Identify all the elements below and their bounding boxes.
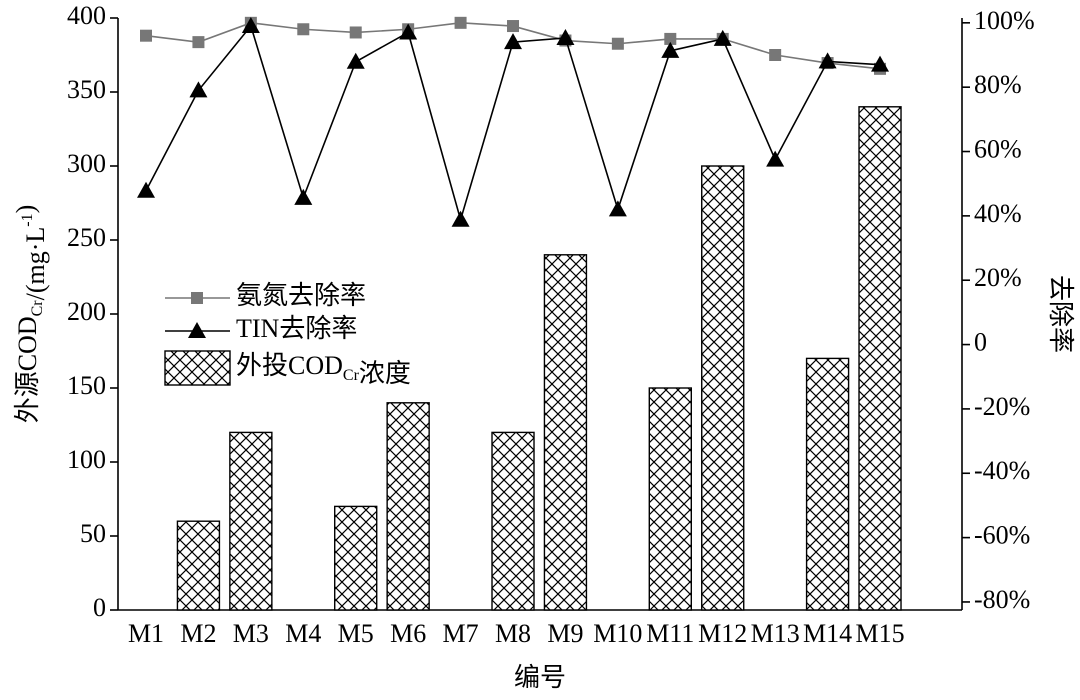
y-tick-label: 250 bbox=[67, 223, 106, 252]
y-tick-label: 400 bbox=[67, 1, 106, 30]
x-tick-label: M15 bbox=[855, 619, 904, 648]
text-part: 浓度 bbox=[359, 359, 411, 388]
y-tick-label: 200 bbox=[67, 297, 106, 326]
bar bbox=[648, 387, 692, 611]
point bbox=[241, 17, 260, 34]
x-tick-label: M6 bbox=[390, 619, 426, 648]
y2-tick-label: 60% bbox=[974, 134, 1022, 163]
bar bbox=[858, 106, 902, 611]
point bbox=[504, 33, 523, 50]
x-tick-label: M8 bbox=[495, 619, 531, 648]
subscript: Cr bbox=[343, 367, 360, 384]
y-tick-label: 100 bbox=[67, 445, 106, 474]
x-tick-label: M9 bbox=[547, 619, 583, 648]
y2-tick-label: 0 bbox=[974, 328, 987, 357]
y-axis-label: 外源CODCr/(mg·L-1) bbox=[11, 205, 50, 424]
point bbox=[871, 55, 890, 72]
text-part: ) bbox=[11, 205, 40, 214]
bar bbox=[543, 254, 588, 611]
point bbox=[664, 32, 677, 45]
y2-tick-label: -40% bbox=[974, 456, 1030, 485]
subscript: Cr bbox=[29, 300, 46, 317]
y2-tick-label: 20% bbox=[974, 263, 1022, 292]
x-tick-label: M5 bbox=[338, 619, 374, 648]
x-tick-label: M4 bbox=[285, 619, 321, 648]
legend-label: 氨氮去除率 bbox=[236, 281, 366, 310]
text-part: /(mg·L bbox=[21, 227, 50, 301]
bar bbox=[229, 431, 273, 611]
y2-tick-label: -20% bbox=[974, 392, 1030, 421]
x-tick-label: M1 bbox=[128, 619, 164, 648]
point bbox=[399, 23, 418, 40]
y-tick-label: 0 bbox=[93, 593, 106, 622]
legend-marker bbox=[191, 292, 203, 304]
y-tick-label: 300 bbox=[67, 149, 106, 178]
legend-label: TIN去除率 bbox=[236, 314, 357, 343]
x-tick-label: M7 bbox=[443, 619, 479, 648]
y-tick-label: 50 bbox=[80, 519, 106, 548]
legend-swatch bbox=[164, 350, 231, 386]
y2-tick-label: -60% bbox=[974, 521, 1030, 550]
x-tick-label: M2 bbox=[180, 619, 216, 648]
x-tick-label: M14 bbox=[803, 619, 852, 648]
text-part: 外投COD bbox=[236, 351, 343, 380]
point bbox=[713, 29, 732, 46]
text-part: 氨氮去除率 bbox=[236, 281, 366, 310]
point bbox=[137, 181, 155, 198]
x-tick-label: M13 bbox=[751, 619, 800, 648]
point bbox=[349, 26, 362, 39]
x-tick-label: M12 bbox=[698, 619, 747, 648]
x-tick-label: M11 bbox=[646, 619, 694, 648]
point bbox=[140, 29, 152, 42]
bar bbox=[176, 520, 221, 611]
point bbox=[294, 188, 313, 205]
y-tick-label: 350 bbox=[67, 75, 106, 104]
bar bbox=[805, 357, 850, 611]
point bbox=[818, 52, 837, 69]
y-tick-label: 150 bbox=[67, 371, 106, 400]
point bbox=[507, 20, 520, 33]
point bbox=[451, 210, 470, 227]
bar bbox=[386, 402, 430, 611]
point bbox=[189, 81, 208, 98]
point bbox=[192, 36, 205, 49]
point bbox=[661, 41, 680, 58]
legend-marker bbox=[188, 322, 206, 338]
point bbox=[611, 37, 624, 50]
y2-tick-label: 40% bbox=[974, 199, 1022, 228]
text-part: TIN去除率 bbox=[236, 314, 357, 343]
y2-tick-label: 80% bbox=[974, 70, 1022, 99]
y2-tick-label: -80% bbox=[974, 585, 1030, 614]
x-axis-label: 编号 bbox=[514, 663, 566, 692]
point bbox=[608, 200, 627, 217]
y2-tick-label: 100% bbox=[974, 6, 1035, 35]
x-tick-label: M10 bbox=[593, 619, 642, 648]
point bbox=[769, 49, 782, 61]
bar bbox=[491, 431, 535, 611]
x-tick-label: M3 bbox=[233, 619, 269, 648]
point bbox=[346, 52, 365, 69]
point bbox=[454, 16, 467, 29]
point bbox=[556, 28, 575, 45]
text-part: 外源COD bbox=[13, 316, 42, 423]
bar bbox=[334, 505, 378, 611]
superscript: -1 bbox=[19, 213, 36, 226]
legend-label: 外投CODCr浓度 bbox=[236, 351, 411, 388]
point bbox=[766, 150, 785, 167]
point bbox=[297, 23, 310, 36]
y2-axis-label: 去除率 bbox=[1046, 275, 1075, 353]
bar bbox=[701, 165, 745, 611]
